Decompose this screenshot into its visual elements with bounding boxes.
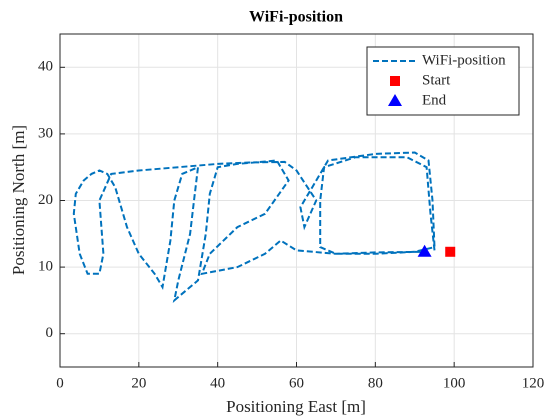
marker <box>417 244 432 257</box>
x-tick-label: 0 <box>56 375 64 391</box>
x-tick-label: 40 <box>210 375 225 391</box>
x-tick-label: 60 <box>289 375 304 391</box>
y-tick-label: 10 <box>38 259 53 275</box>
series-line <box>72 151 436 304</box>
legend-label: Start <box>422 72 451 88</box>
x-tick-label: 100 <box>443 375 466 391</box>
legend-swatch <box>390 76 400 86</box>
y-tick-label: 20 <box>38 192 53 208</box>
y-tick-label: 40 <box>38 59 53 75</box>
legend-swatch <box>388 94 402 106</box>
y-tick-label: 0 <box>46 325 54 341</box>
y-tick-label: 30 <box>38 125 53 141</box>
x-axis-label: Positioning East [m] <box>226 397 366 416</box>
legend-label: End <box>422 92 447 108</box>
legend-label: WiFi-position <box>422 52 506 68</box>
chart-title: WiFi-position <box>249 9 343 26</box>
y-axis-label: Positioning North [m] <box>9 125 28 275</box>
x-tick-label: 20 <box>131 375 146 391</box>
x-tick-label: 80 <box>368 375 383 391</box>
plot-frame <box>59 33 534 368</box>
marker <box>445 246 456 257</box>
legend: WiFi-position Start End <box>366 46 520 116</box>
x-tick-label: 120 <box>522 375 545 391</box>
